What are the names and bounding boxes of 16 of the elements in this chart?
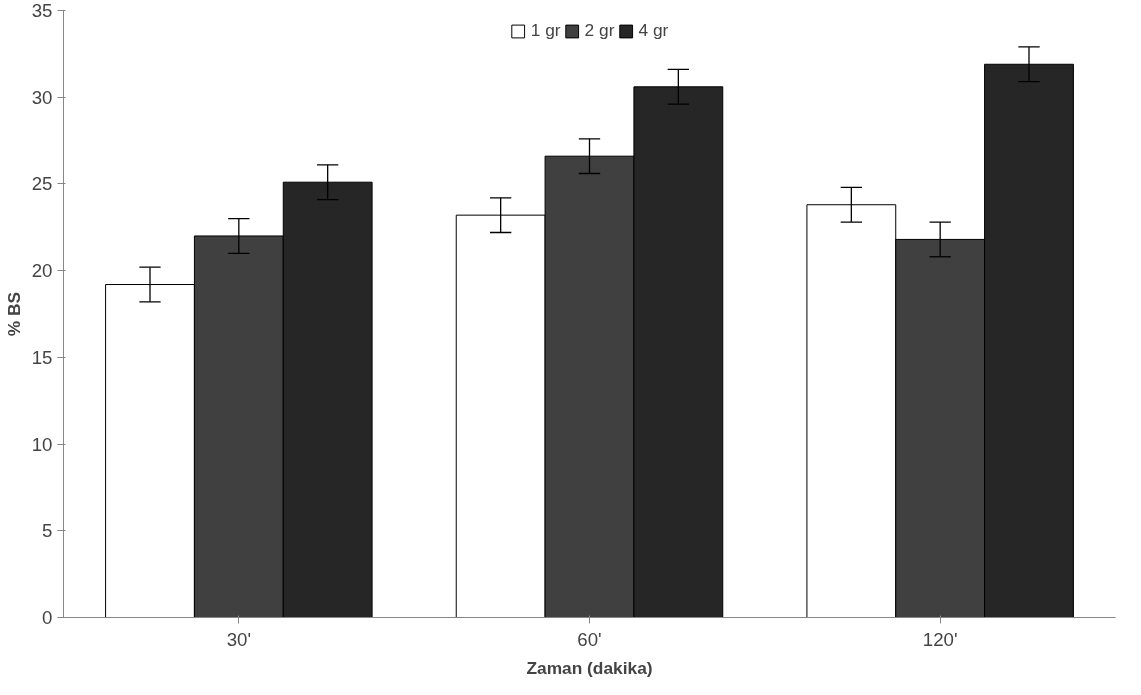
y-tick-label: 0 <box>42 607 53 628</box>
y-tick-label: 15 <box>31 346 53 368</box>
legend-label: 1 gr <box>530 20 561 41</box>
x-tick-label: 30' <box>226 628 251 650</box>
x-tick-label: 120' <box>922 628 958 650</box>
y-tick-label: 10 <box>31 433 53 455</box>
y-tick-label: 25 <box>31 173 53 195</box>
legend-label: 4 gr <box>638 20 669 41</box>
legend-label: 2 gr <box>584 20 615 41</box>
x-axis-title: Zaman (dakika) <box>526 657 653 678</box>
x-tick-label: 60' <box>577 628 602 650</box>
y-axis-title: % BS <box>3 291 24 337</box>
y-tick-label: 35 <box>31 0 53 21</box>
y-tick-label: 30 <box>31 86 53 108</box>
y-tick-label: 20 <box>31 260 53 282</box>
y-tick-label: 5 <box>42 520 53 542</box>
